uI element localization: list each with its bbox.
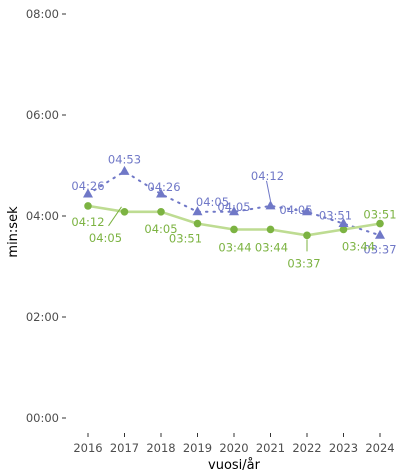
- x-tick-label: 2016: [73, 441, 102, 455]
- y-tick-label: 00:00: [26, 411, 59, 425]
- y-tick-label: 06:00: [26, 108, 59, 122]
- data-label: 03:44: [255, 240, 288, 254]
- x-tick-label: 2018: [146, 441, 175, 455]
- label-connector: [266, 180, 271, 201]
- data-label: 04:53: [108, 152, 141, 166]
- point-circle: [193, 219, 202, 228]
- x-tick-label: 2019: [183, 441, 212, 455]
- point-circle: [339, 225, 348, 234]
- y-tick-label: 08:00: [26, 7, 59, 21]
- data-label: 04:05: [144, 222, 177, 236]
- point-triangle: [156, 188, 166, 198]
- label-connector: [108, 206, 122, 227]
- x-tick-label: 2017: [110, 441, 139, 455]
- point-triangle: [265, 200, 276, 210]
- data-label: 03:51: [363, 208, 396, 222]
- y-axis-title: min:sek: [6, 206, 21, 258]
- x-tick-label: 2023: [329, 441, 358, 455]
- point-triangle: [375, 229, 385, 239]
- x-tick-label: 2021: [256, 441, 285, 455]
- point-triangle: [229, 206, 239, 216]
- data-label: 03:51: [319, 209, 352, 223]
- data-label: 04:12: [251, 169, 284, 183]
- series-points: [83, 165, 385, 240]
- point-triangle: [338, 217, 349, 227]
- point-circle: [157, 208, 165, 216]
- point-triangle: [302, 206, 312, 216]
- data-label: 04:05: [89, 231, 122, 245]
- data-label: 03:51: [169, 232, 202, 246]
- data-label: 04:12: [71, 215, 104, 229]
- point-triangle: [119, 165, 130, 175]
- point-circle: [120, 208, 129, 216]
- y-tick-label: 04:00: [26, 209, 59, 223]
- data-label: 04:05: [196, 195, 229, 209]
- data-label: 04:26: [147, 180, 180, 194]
- data-label: 04:26: [71, 179, 104, 193]
- data-label: 03:44: [218, 240, 251, 254]
- series-line-0: [87, 170, 381, 237]
- point-circle: [230, 225, 238, 234]
- point-triangle: [83, 188, 93, 198]
- x-tick-label: 2022: [292, 441, 321, 455]
- point-triangle: [192, 206, 203, 216]
- point-circle: [266, 225, 275, 234]
- point-circle: [303, 231, 311, 240]
- data-label: 04:05: [279, 203, 312, 217]
- data-label: 03:37: [287, 256, 320, 270]
- x-tick-label: 2024: [365, 441, 394, 455]
- data-label: 03:37: [363, 242, 396, 256]
- data-label: 03:44: [342, 239, 375, 253]
- x-axis-title: vuosi/år: [208, 458, 261, 473]
- x-tick-label: 2020: [219, 441, 248, 455]
- point-circle: [84, 202, 92, 210]
- x-axis: 2016 2017 2018 2019 2020 2021 2022 2023 2024: [73, 433, 395, 455]
- point-circle: [376, 219, 384, 228]
- data-label: 04:05: [217, 200, 250, 214]
- y-axis: 00:00 02:00 04:00 06:00 08:00: [26, 7, 66, 425]
- y-tick-label: 02:00: [26, 310, 59, 324]
